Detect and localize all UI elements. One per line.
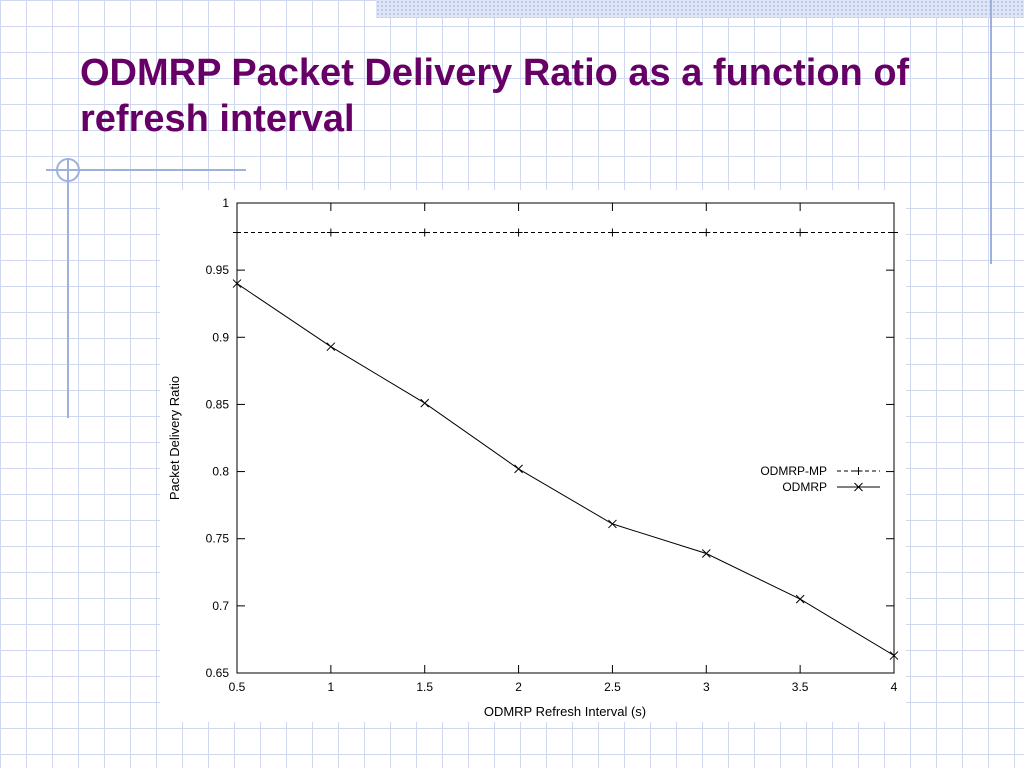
series-odmrp-mp bbox=[233, 228, 898, 237]
series-odmrp bbox=[232, 279, 899, 660]
data-point-marker bbox=[420, 228, 429, 237]
x-axis-label: ODMRP Refresh Interval (s) bbox=[484, 704, 646, 719]
data-point-marker bbox=[890, 228, 898, 237]
x-tick-label: 1.5 bbox=[416, 680, 433, 694]
y-tick-label: 0.9 bbox=[212, 330, 229, 344]
data-point-marker bbox=[232, 279, 242, 288]
x-tick-label: 0.5 bbox=[229, 680, 246, 694]
y-axis-label: Packet Delivery Ratio bbox=[167, 376, 182, 500]
series-layer bbox=[232, 228, 899, 660]
decoration-ring bbox=[56, 158, 80, 182]
chart-panel: 0.65 0.7 0.75 0.8 0.85 0.9 0.95 1 0.5 1 1.5 2 2.5 3 3… bbox=[160, 190, 906, 722]
x-tick-label: 3.5 bbox=[792, 680, 809, 694]
x-tick-label: 1 bbox=[328, 680, 335, 694]
plot-frame bbox=[236, 202, 895, 674]
data-point-marker bbox=[326, 342, 336, 352]
data-point-marker bbox=[514, 228, 523, 237]
y-tick-label: 0.8 bbox=[212, 465, 229, 479]
title-underline-rule bbox=[46, 169, 246, 171]
x-tick-label: 2 bbox=[515, 680, 522, 694]
data-point-marker bbox=[514, 464, 523, 474]
data-point-marker bbox=[326, 228, 335, 237]
data-point-marker bbox=[608, 519, 617, 529]
data-point-marker bbox=[796, 228, 805, 237]
y-tick-label: 0.65 bbox=[206, 666, 230, 680]
x-tick-label: 3 bbox=[703, 680, 710, 694]
data-point-marker bbox=[608, 228, 617, 237]
y-tick-label: 1 bbox=[222, 196, 229, 210]
x-tick-label: 4 bbox=[891, 680, 898, 694]
legend-label-odmrp-mp: ODMRP-MP bbox=[760, 464, 827, 478]
data-point-marker bbox=[889, 651, 899, 660]
legend-label-odmrp: ODMRP bbox=[782, 480, 827, 494]
data-point-marker bbox=[795, 594, 805, 604]
y-tick-label: 0.85 bbox=[206, 397, 230, 411]
right-decoration-rule bbox=[990, 0, 992, 264]
legend-marker bbox=[854, 482, 863, 492]
left-decoration-rule bbox=[67, 158, 69, 418]
header-decoration-band bbox=[376, 0, 1024, 18]
line-chart: 0.65 0.7 0.75 0.8 0.85 0.9 0.95 1 0.5 1 1.5 2 2.5 3 3… bbox=[167, 196, 899, 719]
y-tick-label: 0.95 bbox=[206, 263, 230, 277]
chart-legend: ODMRP-MP ODMRP bbox=[760, 464, 880, 494]
data-point-marker bbox=[233, 228, 241, 237]
y-axis-ticks: 0.65 0.7 0.75 0.8 0.85 0.9 0.95 1 bbox=[206, 196, 894, 680]
y-tick-label: 0.75 bbox=[206, 532, 230, 546]
legend-marker bbox=[854, 467, 863, 475]
x-axis-ticks: 0.5 1 1.5 2 2.5 3 3.5 4 bbox=[229, 203, 898, 694]
y-tick-label: 0.7 bbox=[212, 599, 229, 613]
slide-title: ODMRP Packet Delivery Ratio as a functio… bbox=[80, 52, 910, 140]
series-line-odmrp bbox=[236, 283, 895, 656]
x-tick-label: 2.5 bbox=[604, 680, 621, 694]
data-point-marker bbox=[701, 549, 711, 558]
data-point-marker bbox=[702, 228, 711, 237]
data-point-marker bbox=[420, 398, 430, 408]
